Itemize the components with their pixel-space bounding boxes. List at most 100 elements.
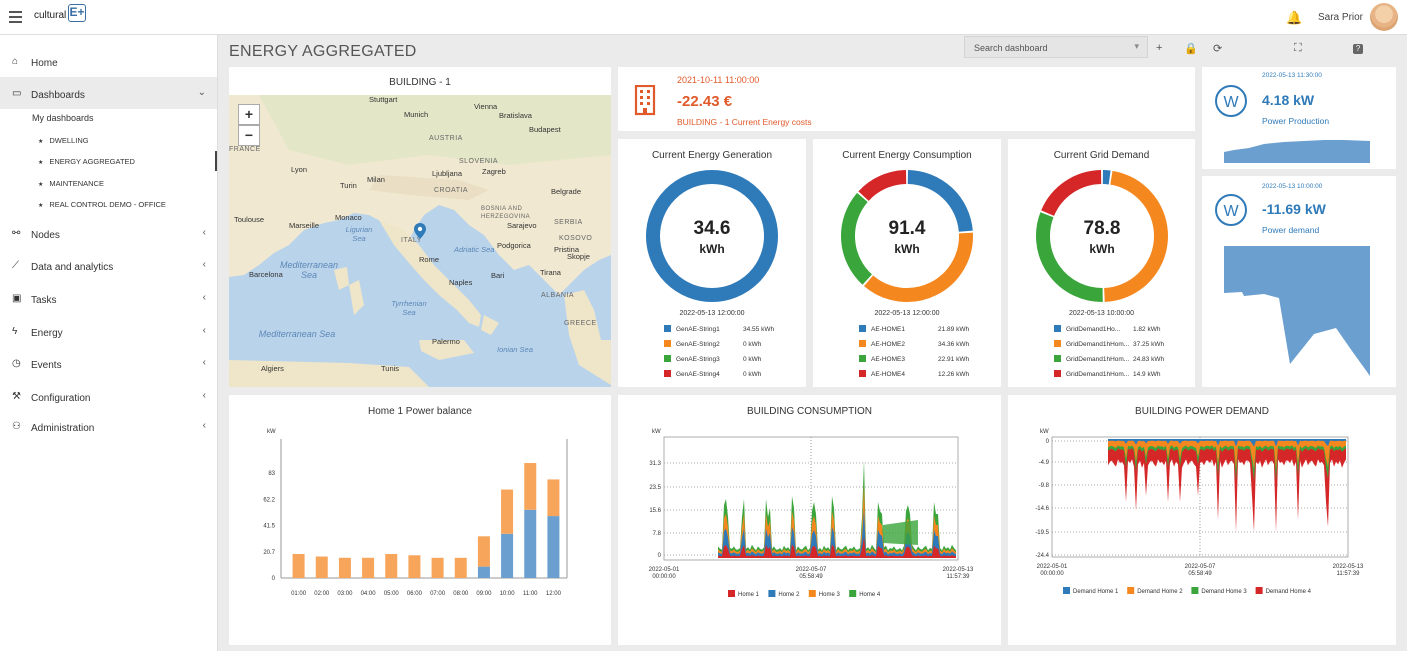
dashboard-link-real-control[interactable]: ★ REAL CONTROL DEMO - OFFICE — [38, 200, 166, 209]
my-dashboards-label[interactable]: My dashboards — [32, 113, 94, 123]
legend-swatch[interactable] — [1063, 587, 1070, 594]
legend-label[interactable]: Home 4 — [859, 592, 881, 598]
map-label: SLOVENIA — [459, 158, 499, 165]
refresh-icon[interactable]: ⟳ — [1213, 43, 1223, 55]
sidebar-item-nodes[interactable]: ⚯ Nodes ‹ — [0, 217, 217, 249]
series-demand-home-4-area[interactable] — [1108, 439, 1346, 532]
bar[interactable] — [431, 557, 444, 578]
fullscreen-icon[interactable]: ⛶ — [1294, 42, 1302, 54]
series-home-1-area[interactable] — [718, 536, 956, 558]
legend-swatch[interactable] — [1255, 587, 1263, 594]
donut-slice[interactable] — [1036, 212, 1103, 302]
zoom-out-button[interactable]: − — [238, 125, 260, 146]
dashboard-link-energy-aggregated[interactable]: ★ ENERGY AGGREGATED — [38, 157, 135, 166]
donut-chart — [646, 170, 778, 302]
sidebar-item-data-analytics[interactable]: ⟋ Data and analytics ‹ — [0, 249, 217, 281]
legend-label[interactable]: Home 1 — [738, 592, 760, 598]
donut-slice[interactable] — [646, 170, 778, 302]
x-tick-label: 04:00 — [361, 591, 377, 597]
energy-cost-value: -22.43 € — [677, 93, 733, 110]
bar[interactable] — [547, 479, 560, 517]
zoom-in-button[interactable]: + — [238, 104, 260, 125]
legend-item[interactable]: AE-HOME4 12.26 kWh — [859, 370, 969, 378]
series-demand-home-2-area[interactable] — [1108, 439, 1346, 469]
series-demand-home-1-area[interactable] — [1108, 439, 1346, 447]
legend-item[interactable]: GridDemand1hHom... 37.25 kWh — [1054, 340, 1164, 348]
bar[interactable] — [315, 556, 328, 578]
legend-item[interactable]: GenAE-String3 0 kWh — [664, 355, 761, 363]
top-bar: cultural E+ 🔔 Sara Prior — [0, 0, 1407, 35]
bar[interactable] — [362, 557, 375, 578]
bar[interactable] — [477, 566, 490, 578]
legend-item[interactable]: GridDemand1hHom... 14.9 kWh — [1054, 370, 1160, 378]
map-label: Palermo — [432, 337, 460, 346]
donut-slice[interactable] — [1041, 170, 1102, 217]
bar[interactable] — [408, 555, 421, 578]
sidebar: ⌂ Home ▭ Dashboards ⌄ My dashboards ★ DWELLI… — [0, 35, 218, 651]
donut-slice[interactable] — [1103, 170, 1168, 302]
bar[interactable] — [338, 557, 351, 578]
legend-swatch[interactable] — [1127, 587, 1135, 594]
donut-slice[interactable] — [907, 170, 973, 233]
avatar[interactable] — [1370, 3, 1398, 31]
lock-icon[interactable]: 🔒 — [1184, 43, 1198, 55]
legend-label[interactable]: Home 2 — [778, 592, 800, 598]
hamburger-menu-icon[interactable] — [9, 11, 22, 23]
bar[interactable] — [501, 533, 514, 578]
legend-swatch[interactable] — [768, 590, 776, 597]
series-home-3-area[interactable] — [718, 484, 956, 559]
donut-slice[interactable] — [841, 192, 873, 285]
series-home-4-area[interactable] — [883, 520, 918, 545]
series-home-4-area[interactable] — [718, 460, 956, 558]
user-name[interactable]: Sara Prior — [1318, 12, 1364, 23]
donut-slice[interactable] — [864, 232, 973, 302]
legend-swatch[interactable] — [1191, 587, 1199, 594]
sidebar-item-events[interactable]: ◷ Events ‹ — [0, 347, 217, 379]
sidebar-item-energy[interactable]: ϟ Energy ‹ — [0, 315, 217, 347]
legend-item[interactable]: GenAE-String2 0 kWh — [664, 340, 761, 348]
y-tick-label: 15.6 — [649, 508, 661, 514]
bar[interactable] — [524, 509, 537, 578]
sidebar-item-label: Administration — [31, 423, 95, 434]
bar[interactable] — [292, 553, 305, 578]
dashboard-link-dwelling[interactable]: ★ DWELLING — [38, 136, 89, 145]
legend-label[interactable]: Demand Home 2 — [1137, 589, 1183, 595]
bar[interactable] — [477, 536, 490, 567]
x-tick-label: 08:00 — [453, 591, 469, 597]
legend-item[interactable]: AE-HOME3 22.91 kWh — [859, 355, 969, 363]
bar[interactable] — [547, 516, 560, 578]
help-icon[interactable]: ? — [1353, 44, 1363, 54]
legend-item[interactable]: AE-HOME2 34.36 kWh — [859, 340, 969, 348]
sidebar-item-dashboards[interactable]: ▭ Dashboards ⌄ — [0, 77, 217, 109]
dashboard-link-maintenance[interactable]: ★ MAINTENANCE — [38, 179, 104, 188]
legend-swatch[interactable] — [728, 590, 735, 597]
legend-item[interactable]: GridDemand1hHom... 24.83 kWh — [1054, 355, 1164, 363]
bell-icon[interactable]: 🔔 — [1286, 10, 1303, 25]
legend-label[interactable]: Demand Home 4 — [1266, 589, 1312, 595]
sidebar-item-configuration[interactable]: ⚒ Configuration ‹ — [0, 380, 217, 412]
map-label: ITALY — [401, 237, 422, 244]
legend-swatch[interactable] — [849, 590, 857, 597]
bar[interactable] — [524, 463, 537, 510]
legend-label[interactable]: Demand Home 3 — [1201, 589, 1247, 595]
map-view[interactable]: Stuttgart Munich Vienna Bratislava Budap… — [229, 95, 611, 387]
donut-unit: kWh — [699, 242, 725, 256]
legend-label[interactable]: Home 3 — [819, 592, 841, 598]
sidebar-item-home[interactable]: ⌂ Home — [0, 45, 217, 77]
legend-item[interactable]: GridDemand1Ho... 1.82 kWh — [1054, 325, 1160, 333]
sidebar-item-administration[interactable]: ⚇ Administration ‹ — [0, 410, 217, 442]
bar[interactable] — [501, 489, 514, 534]
legend-item[interactable]: GenAE-String4 0 kWh — [664, 370, 761, 378]
legend-item[interactable]: GenAE-String1 34.55 kWh — [664, 325, 774, 333]
donut-title: Current Energy Consumption — [842, 150, 972, 161]
bar[interactable] — [454, 557, 467, 578]
donut-slice[interactable] — [858, 170, 907, 202]
sidebar-item-tasks[interactable]: ▣ Tasks ‹ — [0, 282, 217, 314]
add-icon[interactable]: + — [1156, 42, 1163, 54]
legend-item[interactable]: AE-HOME1 21.89 kWh — [859, 325, 969, 333]
search-dashboard-select[interactable]: Search dashboard ▾ — [964, 36, 1148, 58]
map-pin-icon[interactable] — [414, 223, 426, 239]
bar[interactable] — [385, 553, 398, 578]
legend-swatch[interactable] — [808, 590, 816, 597]
legend-label[interactable]: Demand Home 1 — [1073, 589, 1119, 595]
